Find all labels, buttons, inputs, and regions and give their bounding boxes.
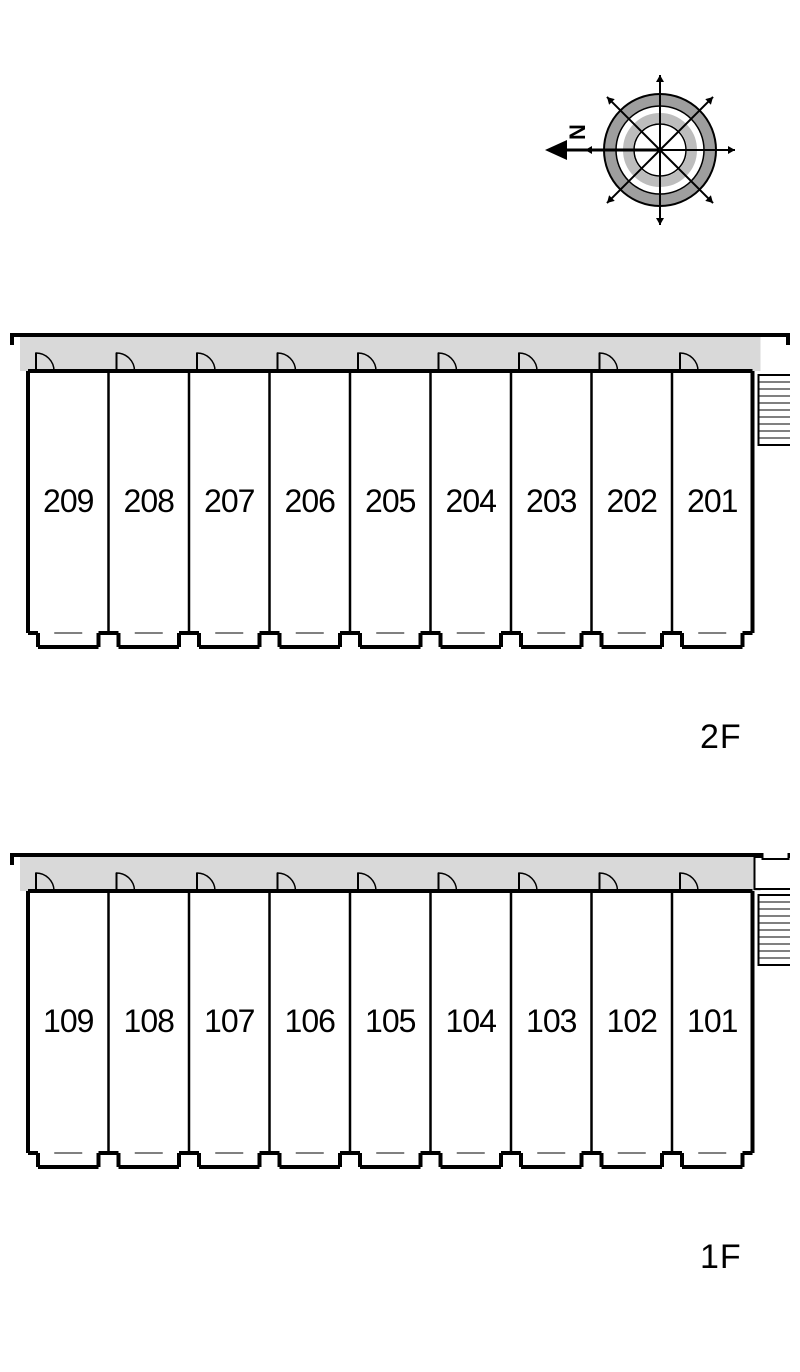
unit-label-101: 101 (687, 1003, 738, 1039)
unit-label-207: 207 (204, 483, 255, 519)
floorplan-canvas: N 209 208 207 206 205 204 203 202 201 2F 109 108 107… (0, 0, 800, 1372)
floor-label-1f: 1F (700, 1238, 742, 1277)
unit-label-107: 107 (204, 1003, 255, 1039)
unit-label-203: 203 (526, 483, 577, 519)
compass: N (530, 70, 740, 280)
unit-label-206: 206 (285, 483, 336, 519)
unit-label-205: 205 (365, 483, 416, 519)
unit-label-106: 106 (285, 1003, 336, 1039)
unit-label-204: 204 (446, 483, 497, 519)
floor-label-2f: 2F (700, 718, 742, 757)
compass-north-label: N (565, 124, 590, 140)
unit-label-202: 202 (607, 483, 658, 519)
unit-label-201: 201 (687, 483, 738, 519)
unit-label-109: 109 (43, 1003, 94, 1039)
unit-label-108: 108 (124, 1003, 175, 1039)
unit-label-103: 103 (526, 1003, 577, 1039)
unit-label-104: 104 (446, 1003, 497, 1039)
floor-1f: 109 108 107 106 105 104 103 102 101 (10, 853, 790, 1183)
unit-label-209: 209 (43, 483, 94, 519)
floor-2f: 209 208 207 206 205 204 203 202 201 (10, 333, 790, 663)
unit-label-105: 105 (365, 1003, 416, 1039)
unit-label-208: 208 (124, 483, 175, 519)
unit-label-102: 102 (607, 1003, 658, 1039)
